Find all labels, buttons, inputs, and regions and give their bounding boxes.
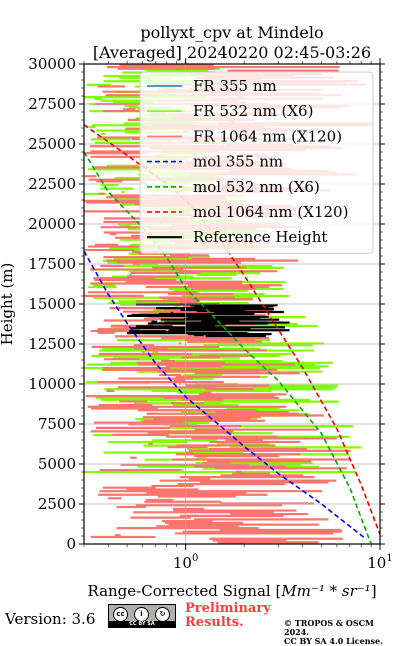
- y-axis-label: Height (m): [0, 263, 16, 346]
- y-tick-label: 7500: [38, 415, 76, 433]
- legend-label: FR 532 nm (X6): [193, 102, 313, 120]
- y-tick-label: 20000: [28, 215, 76, 233]
- y-tick-label: 10000: [28, 375, 76, 393]
- y-tick-label: 30000: [28, 55, 76, 73]
- preliminary-line1: Preliminary: [185, 601, 271, 616]
- x-axis-label-text: Range-Corrected Signal [: [87, 582, 281, 600]
- chart-title-line1: pollyxt_cpv at Mindelo: [140, 23, 323, 42]
- version-label: Version: 3.6: [5, 610, 96, 628]
- legend-entry: FR 355 nm: [147, 77, 277, 95]
- y-tick-label: 5000: [38, 455, 76, 473]
- series-reference-height: [127, 303, 290, 338]
- cc-badge-text: CC BY SA: [109, 621, 175, 627]
- legend-label: Reference Height: [193, 228, 327, 246]
- legend-entry: mol 355 nm: [147, 153, 283, 171]
- preliminary-notice: Preliminary Results.: [185, 602, 271, 630]
- share-alike-icon: ↻: [155, 607, 170, 622]
- legend-label: mol 532 nm (X6): [193, 178, 320, 196]
- y-tick-label: 27500: [28, 95, 76, 113]
- legend-label: mol 355 nm: [193, 153, 283, 171]
- legend-entry: mol 532 nm (X6): [147, 178, 320, 196]
- series-mol-355-nm: [84, 250, 367, 540]
- x-tick-label: 101: [367, 553, 392, 572]
- legend-box: [139, 71, 374, 254]
- cc-license-badge[interactable]: cc i ↻ CC BY SA: [108, 604, 176, 628]
- x-tick-exponent: 1: [386, 553, 392, 564]
- legend-entry: Reference Height: [147, 228, 327, 246]
- x-tick-exponent: 0: [192, 553, 198, 564]
- chart-title-line2: [Averaged] 20240220 02:45-03:26: [93, 43, 371, 62]
- x-axis-label: Range-Corrected Signal [Mm⁻¹ * sr⁻¹]: [87, 582, 376, 600]
- by-attribution-icon: i: [134, 607, 149, 622]
- y-tick-label: 2500: [38, 495, 76, 513]
- copyright-line1: © TROPOS & OSCM 2024.: [284, 618, 374, 637]
- legend-entry: mol 1064 nm (X120): [147, 203, 348, 221]
- legend-label: mol 1064 nm (X120): [193, 203, 348, 221]
- copyright-notice: © TROPOS & OSCM 2024. CC BY SA 4.0 Licen…: [284, 619, 400, 646]
- y-tick-label: 25000: [28, 135, 76, 153]
- series-mol-532-nm-x6-: [84, 151, 372, 544]
- legend-entry: FR 1064 nm (X120): [147, 127, 342, 145]
- legend-entry: FR 532 nm (X6): [147, 102, 313, 120]
- legend-label: FR 355 nm: [193, 77, 277, 95]
- x-tick-label: 100: [173, 553, 198, 572]
- y-tick-label: 0: [66, 535, 76, 553]
- y-tick-label: 15000: [28, 295, 76, 313]
- x-axis-label-units: Mm⁻¹ * sr⁻¹: [280, 582, 370, 600]
- preliminary-line2: Results.: [185, 615, 244, 630]
- y-tick-label: 22500: [28, 175, 76, 193]
- legend-label: FR 1064 nm (X120): [193, 127, 342, 145]
- y-tick-label: 12500: [28, 335, 76, 353]
- copyright-line2: CC BY SA 4.0 License.: [284, 636, 383, 646]
- y-tick-label: 17500: [28, 255, 76, 273]
- cc-icon: cc: [113, 607, 128, 622]
- x-axis-label-close: ]: [371, 582, 377, 600]
- chart: pollyxt_cpv at Mindelo [Averaged] 202402…: [0, 23, 393, 600]
